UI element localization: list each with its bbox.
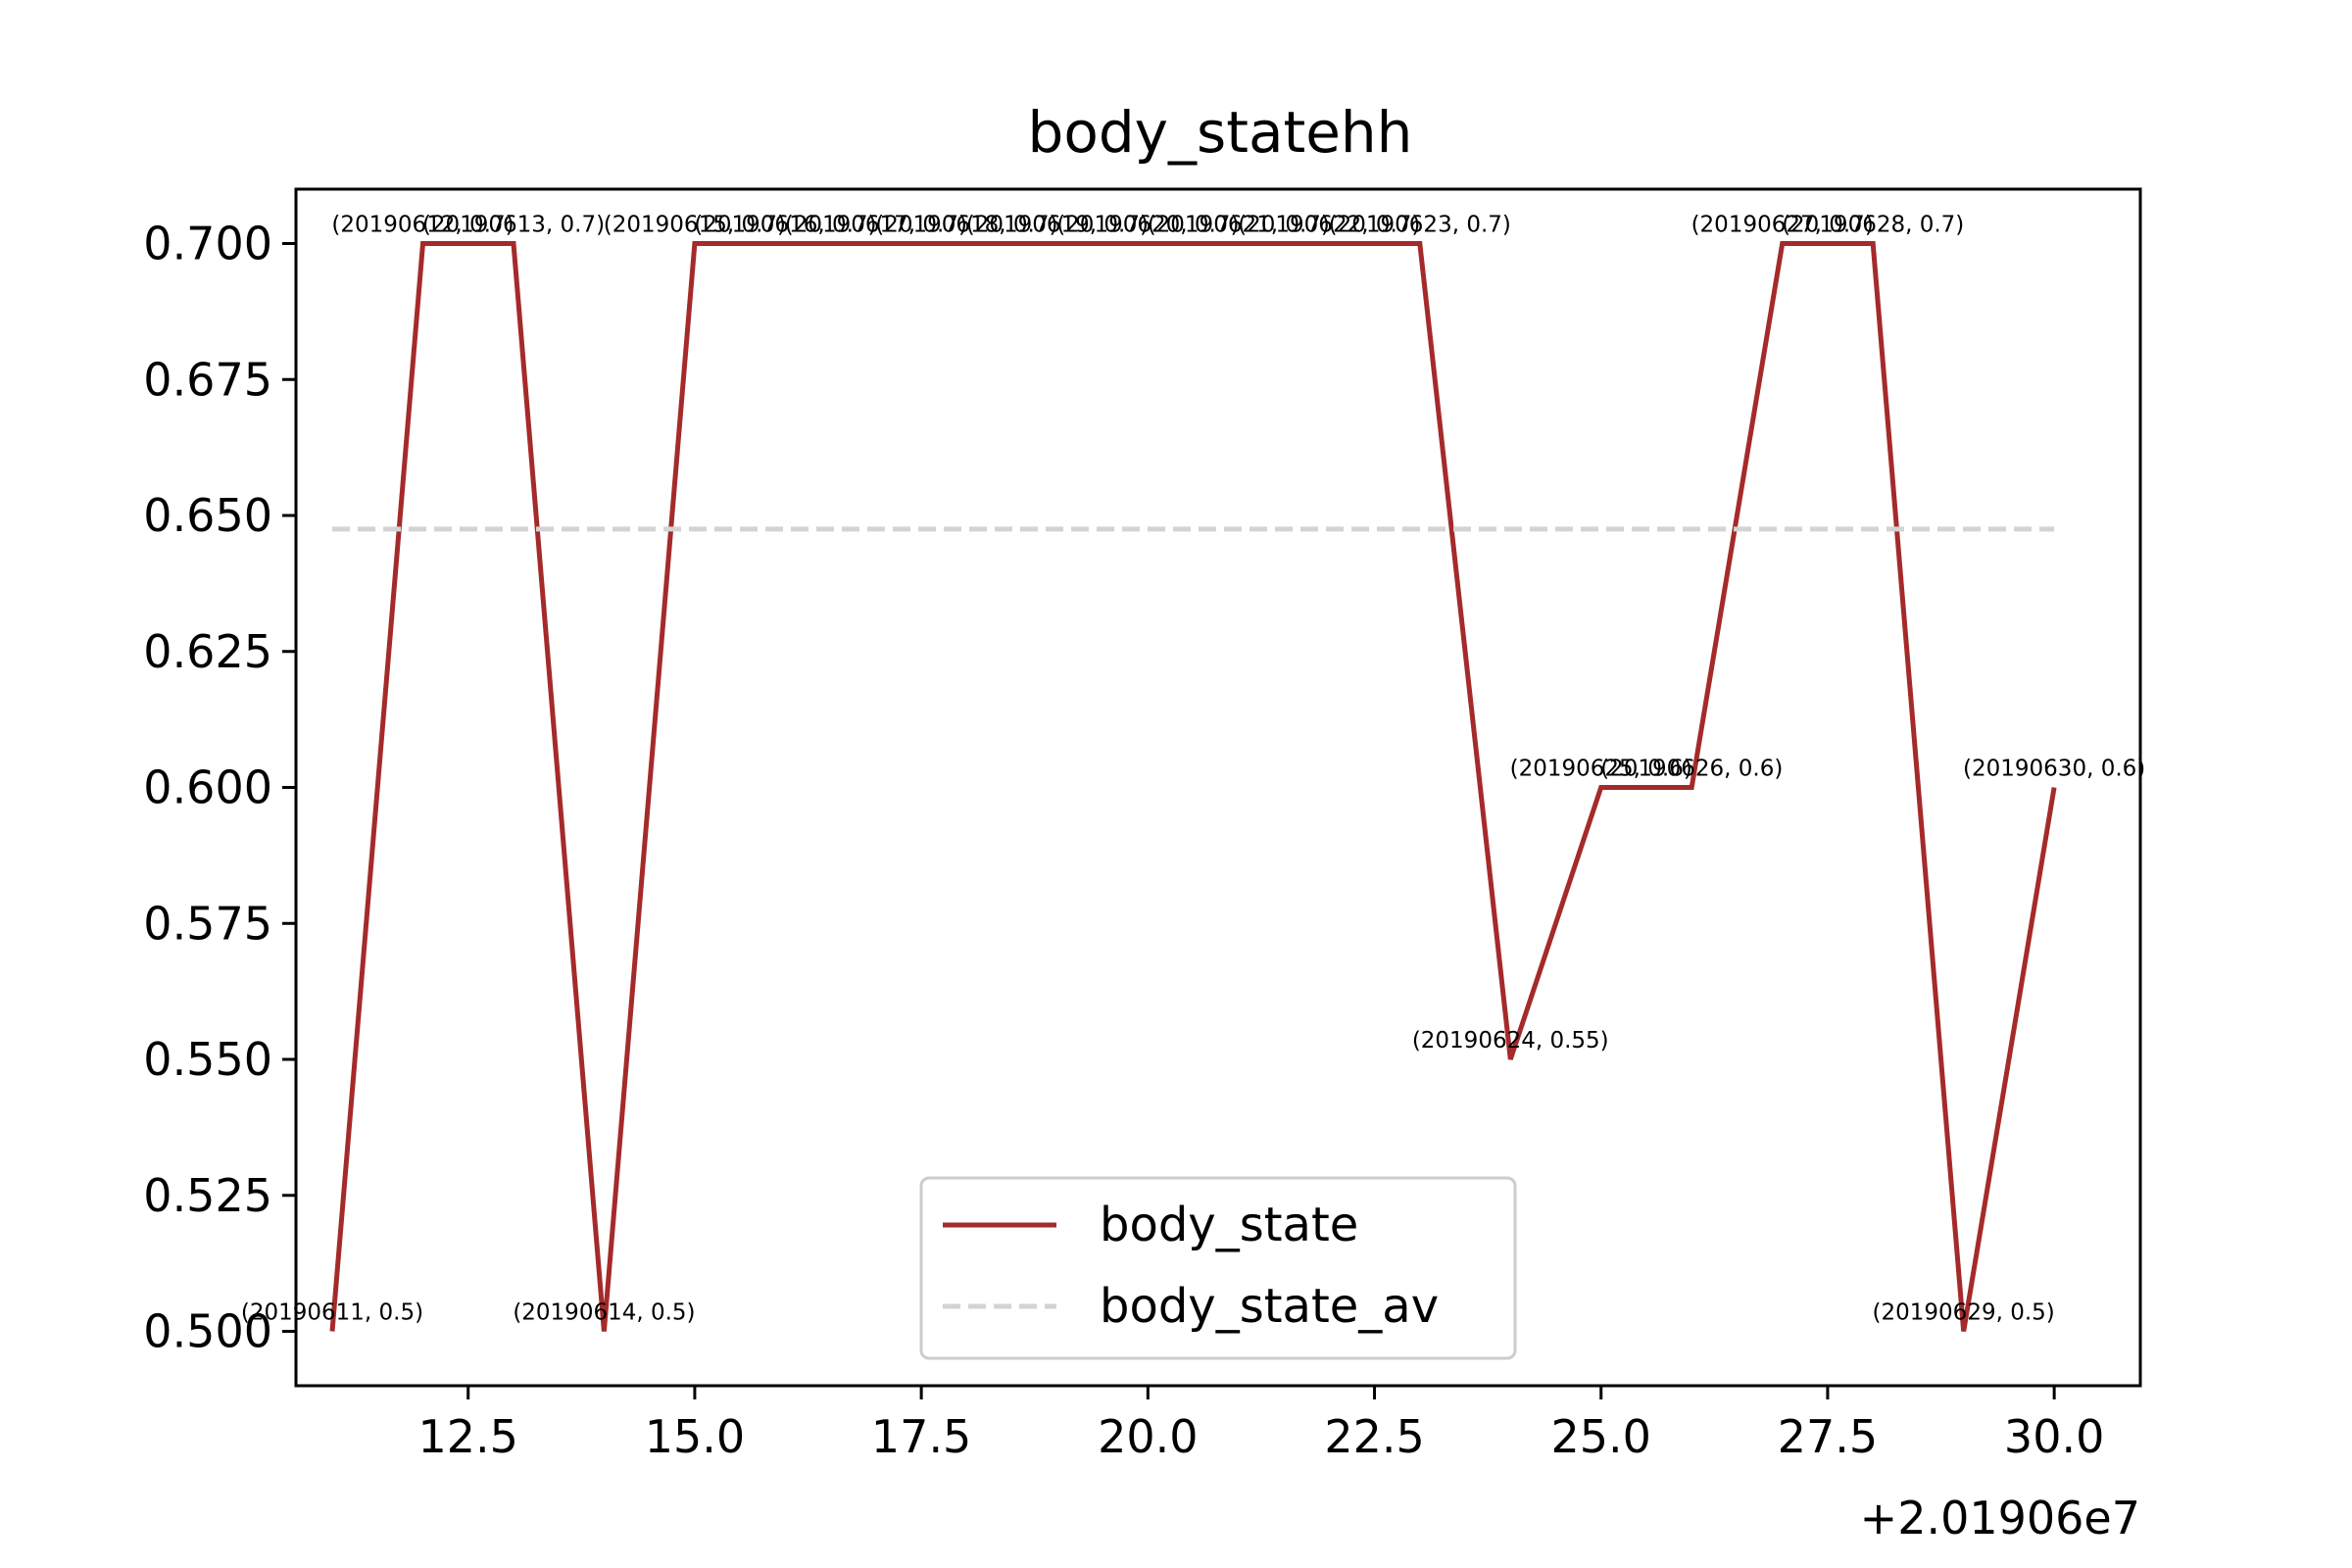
x-tick-label: 27.5 (1778, 1410, 1878, 1463)
y-tick-label: 0.650 (143, 489, 272, 542)
series-line-body-state (329, 241, 2057, 1332)
series-layer (329, 241, 2057, 1332)
y-tick-label: 0.550 (143, 1033, 272, 1086)
point-label: (20190618, 0.7) (875, 213, 1057, 238)
chart-title: body_statehh (1028, 99, 1413, 166)
point-label: (20190616, 0.7) (694, 213, 876, 238)
point-labels-layer: (20190611, 0.5) (20190612, 0.7)(20190613,… (241, 213, 2145, 1326)
point-label: (20190625, 0.6) (1510, 757, 1692, 782)
point-label: (20190611, 0.5) (241, 1300, 423, 1326)
point-label: (20190627, 0.7) (1691, 213, 1874, 238)
y-tick-label: 0.625 (143, 625, 272, 678)
y-tick-label: 0.575 (143, 897, 272, 950)
x-axis-offset-label: +2.01906e7 (1860, 1492, 2140, 1544)
y-tick-label: 0.675 (143, 353, 272, 406)
x-tick-label: 15.0 (645, 1410, 745, 1463)
y-axis: 0.500 0.525 0.550 0.575 0.600 0.625 0.650 0.675… (143, 218, 296, 1358)
x-axis: 12.5 15.0 17.5 20.0 22.5 25.0 27.5 30.0 (418, 1386, 2104, 1463)
legend-label-body-state-av: body_state_av (1100, 1279, 1439, 1334)
point-label: (20190613, 0.7) (422, 213, 605, 238)
legend-label-body-state: body_state (1100, 1198, 1358, 1252)
point-label: (20190623, 0.7) (1329, 213, 1511, 238)
point-label: (20190626, 0.6) (1600, 757, 1783, 782)
x-tick-label: 12.5 (418, 1410, 518, 1463)
x-tick-label: 20.0 (1098, 1410, 1198, 1463)
y-tick-label: 0.600 (143, 761, 272, 814)
y-tick-label: 0.500 (143, 1305, 272, 1358)
point-label: (20190615, 0.7) (604, 213, 786, 238)
x-tick-label: 17.5 (871, 1410, 971, 1463)
point-label: (20190617, 0.7) (785, 213, 967, 238)
x-tick-label: 22.5 (1324, 1410, 1424, 1463)
point-label: (20190622, 0.7) (1238, 213, 1420, 238)
y-tick-label: 0.525 (143, 1169, 272, 1222)
legend-box (919, 1176, 1517, 1360)
point-label: (20190620, 0.7) (1056, 213, 1239, 238)
x-tick-label: 25.0 (1551, 1410, 1651, 1463)
point-label: (20190628, 0.7) (1782, 213, 1964, 238)
point-label: (20190619, 0.7) (966, 213, 1149, 238)
point-label: (20190614, 0.5) (513, 1300, 695, 1326)
point-label: (20190630, 0.6) (1963, 757, 2145, 782)
point-label: (20190629, 0.5) (1873, 1300, 2055, 1326)
point-label: (20190621, 0.7) (1148, 213, 1330, 238)
point-label: (20190624, 0.55) (1412, 1028, 1609, 1054)
y-tick-label: 0.700 (143, 218, 272, 270)
point-label: (20190612, 0.7) (331, 213, 514, 238)
x-tick-label: 30.0 (2004, 1410, 2104, 1463)
legend: body_state body_state_av (919, 1176, 1517, 1360)
